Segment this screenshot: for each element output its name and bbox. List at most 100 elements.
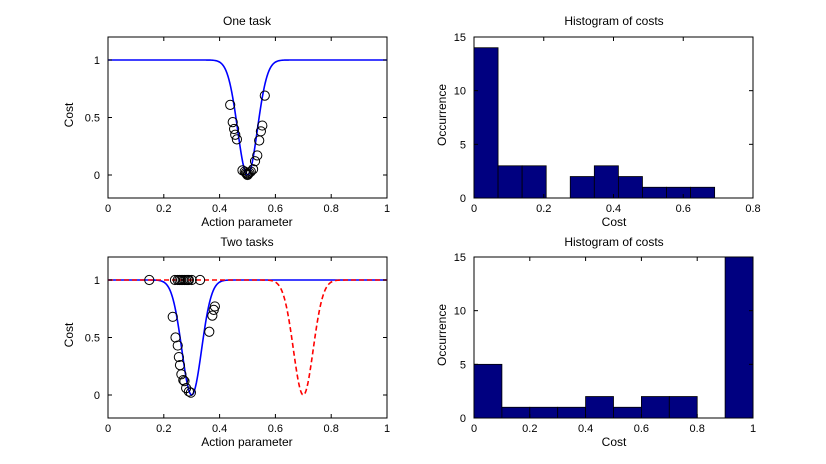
x-axis-label: Cost: [602, 435, 627, 449]
sample-point: [255, 126, 266, 137]
y-tick-label: 15: [454, 252, 466, 264]
x-tick-label: 0: [471, 423, 477, 435]
x-tick-label: 0: [105, 203, 111, 215]
histogram-bar: [497, 165, 523, 198]
sample-point: [167, 311, 178, 322]
sample-point: [252, 150, 263, 161]
x-tick-label: 0.2: [156, 203, 171, 215]
histogram-bar: [593, 165, 619, 198]
x-tick-label: 0.4: [606, 203, 621, 215]
sample-point: [244, 167, 255, 178]
histogram-bar: [666, 186, 691, 198]
histogram-bar: [617, 176, 643, 198]
x-tick-label: 1: [384, 203, 390, 215]
x-tick-label: 0.4: [212, 203, 227, 215]
histogram-bar: [690, 186, 716, 198]
sample-point: [204, 326, 215, 337]
y-tick-label: 5: [460, 139, 466, 151]
panel-histogram-2: Histogram of costs Cost Occurrence 0 0.2 0…: [435, 235, 756, 449]
histogram-bar: [585, 396, 614, 418]
x-tick-label: 0.6: [634, 423, 649, 435]
histogram-bar: [529, 406, 559, 418]
sample-point: [229, 123, 240, 135]
sample-point: [176, 369, 187, 380]
axes-frame: [473, 256, 754, 419]
histogram-bar: [569, 176, 595, 198]
sample-point: [242, 169, 253, 181]
x-tick-label: 0.8: [324, 423, 339, 435]
y-tick-label: 0: [94, 170, 100, 182]
plot-marks: [474, 257, 753, 418]
axes-frame: [107, 36, 388, 199]
x-tick-label: 0.4: [578, 423, 593, 435]
sample-point: [144, 274, 155, 286]
sample-point: [194, 274, 206, 286]
x-tick-label: 0.6: [676, 203, 691, 215]
x-axis-label: Action parameter: [201, 435, 292, 449]
histogram-bar: [474, 363, 503, 418]
x-tick-label: 0: [471, 203, 477, 215]
plot-area: 0 0.2 0.4 0.6 0.8 1 0 0.5 1: [85, 36, 390, 215]
sample-point: [173, 351, 184, 363]
sample-point: [257, 120, 268, 131]
sample-point: [249, 156, 261, 167]
sample-point: [172, 340, 183, 351]
y-axis-label: Occurrence: [435, 304, 449, 366]
y-tick-label: 5: [460, 359, 466, 371]
histogram-bar: [474, 47, 499, 198]
sample-point: [259, 90, 270, 101]
plot-marks: [108, 274, 387, 398]
y-tick-label: 0: [460, 413, 466, 425]
histogram-bar: [724, 257, 753, 418]
x-tick-label: 0.8: [324, 203, 339, 215]
x-tick-label: 1: [750, 423, 756, 435]
panel-two-tasks: Two tasks Action parameter Cost 0 0.2 0.4 0…: [62, 235, 390, 449]
sample-point: [231, 134, 242, 145]
x-tick-label: 0.2: [522, 423, 537, 435]
y-tick-label: 10: [454, 306, 466, 318]
y-tick-label: 1: [94, 55, 100, 67]
x-tick-label: 0.6: [268, 203, 283, 215]
y-tick-label: 0: [460, 193, 466, 205]
x-axis-label: Cost: [602, 215, 627, 229]
plot-area: 0 0.2 0.4 0.6 0.8 1 0 0.5 1: [85, 256, 390, 435]
histogram-bar: [557, 406, 587, 418]
sample-point: [170, 332, 181, 343]
plot-marks: [474, 47, 716, 198]
sample-point: [207, 310, 218, 321]
y-tick-label: 10: [454, 86, 466, 98]
histogram-bar: [613, 406, 642, 418]
histogram-bar: [521, 165, 547, 198]
x-tick-label: 0.2: [536, 203, 551, 215]
x-tick-label: 0: [105, 423, 111, 435]
cost-curve-dashed: [108, 279, 387, 396]
y-tick-label: 1: [94, 275, 100, 287]
y-axis-label: Occurrence: [435, 84, 449, 146]
sample-point: [227, 117, 238, 128]
plot-title: Histogram of costs: [564, 235, 663, 249]
y-tick-label: 0.5: [85, 113, 100, 125]
histogram-bar: [668, 396, 698, 418]
sample-point: [183, 274, 195, 286]
sample-point: [245, 166, 256, 177]
panel-histogram-1: Histogram of costs Cost Occurrence 0 0.2 0…: [435, 14, 761, 229]
sample-point: [179, 376, 190, 387]
y-tick-label: 0: [94, 390, 100, 402]
x-tick-label: 0.6: [268, 423, 283, 435]
x-tick-label: 1: [384, 423, 390, 435]
plot-marks: [108, 59, 387, 181]
x-tick-label: 0.8: [690, 423, 705, 435]
sample-point: [247, 164, 259, 175]
sample-point: [209, 301, 220, 312]
sample-point: [183, 386, 195, 397]
sample-point: [225, 99, 236, 110]
histogram-bar: [641, 396, 670, 418]
plot-area: 0 0.2 0.4 0.6 0.8 0 5 10 15: [454, 32, 761, 215]
x-tick-label: 0.8: [745, 203, 760, 215]
x-tick-label: 0.2: [156, 423, 171, 435]
y-axis-label: Cost: [62, 102, 76, 127]
plot-title: Two tasks: [220, 235, 273, 249]
y-axis-label: Cost: [62, 322, 76, 347]
sample-point: [185, 387, 196, 398]
